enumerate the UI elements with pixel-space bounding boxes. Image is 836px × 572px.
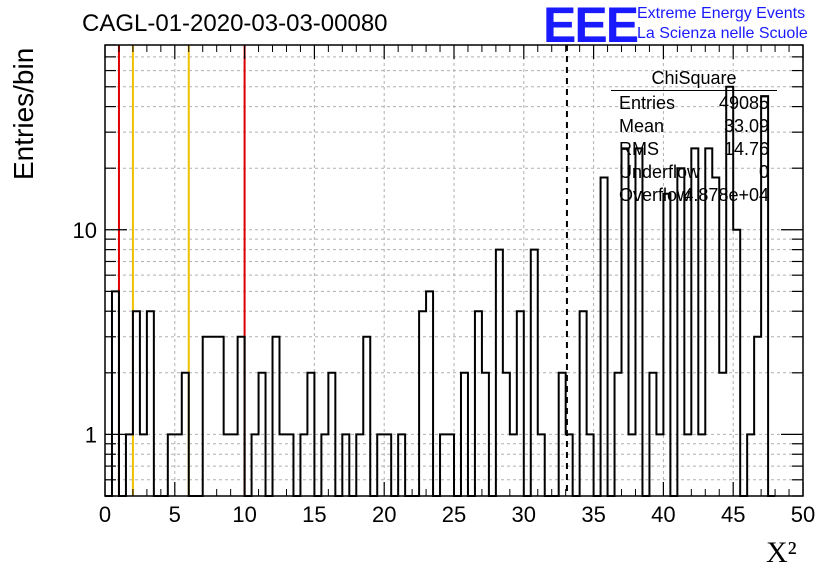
chart-title: CAGL-01-2020-03-03-00080 xyxy=(82,10,388,37)
stats-key: RMS xyxy=(619,139,659,159)
logo-caption-line2: La Scienza nelle Scuole xyxy=(637,25,808,42)
eee-logo: EEE xyxy=(543,0,639,53)
stats-key: Underflow xyxy=(619,162,701,182)
x-tick-label: 5 xyxy=(169,502,181,527)
y-axis-label: Entries/bin xyxy=(8,47,39,180)
stats-value: 33.09 xyxy=(723,116,769,136)
x-tick-label: 0 xyxy=(99,502,111,527)
x-tick-label: 45 xyxy=(721,502,745,527)
x-tick-label: 50 xyxy=(791,502,815,527)
axis-ticks xyxy=(104,44,804,497)
stats-title: ChiSquare xyxy=(611,68,777,91)
x-tick-label: 30 xyxy=(512,502,536,527)
stats-value: 0 xyxy=(758,162,769,182)
logo-caption: Extreme Energy Events La Scienza nelle S… xyxy=(637,4,808,44)
x-tick-label: 20 xyxy=(372,502,396,527)
x-tick-label: 25 xyxy=(442,502,466,527)
marker-lines xyxy=(117,45,568,496)
stats-value: 4.878e+04 xyxy=(683,185,769,205)
stats-value: 49085 xyxy=(718,93,769,113)
stats-row-underflow: Underflow 0 xyxy=(611,162,777,185)
tick-labels: 0 5 10 15 20 25 30 35 40 45 50 1 10 xyxy=(73,218,816,527)
stats-row-overflow: Overflow 4.878e+04 xyxy=(611,185,777,208)
stats-key: Overflow xyxy=(619,185,691,205)
x-tick-label: 15 xyxy=(302,502,326,527)
stats-row-entries: Entries 49085 xyxy=(611,93,777,116)
stats-key: Mean xyxy=(619,116,665,136)
stats-row-rms: RMS 14.76 xyxy=(611,139,777,162)
y-tick-label: 10 xyxy=(73,218,97,243)
y-tick-label: 1 xyxy=(85,422,97,447)
x-tick-label: 40 xyxy=(651,502,675,527)
x-axis-label: X² xyxy=(766,536,797,569)
x-tick-label: 10 xyxy=(232,502,256,527)
stats-row-mean: Mean 33.09 xyxy=(611,116,777,139)
x-tick-label: 35 xyxy=(581,502,605,527)
stats-key: Entries xyxy=(619,93,676,113)
stats-box: ChiSquare Entries 49085 Mean 33.09 RMS 1… xyxy=(611,68,777,208)
logo-caption-line1: Extreme Energy Events xyxy=(637,5,806,22)
stats-value: 14.76 xyxy=(723,139,769,159)
